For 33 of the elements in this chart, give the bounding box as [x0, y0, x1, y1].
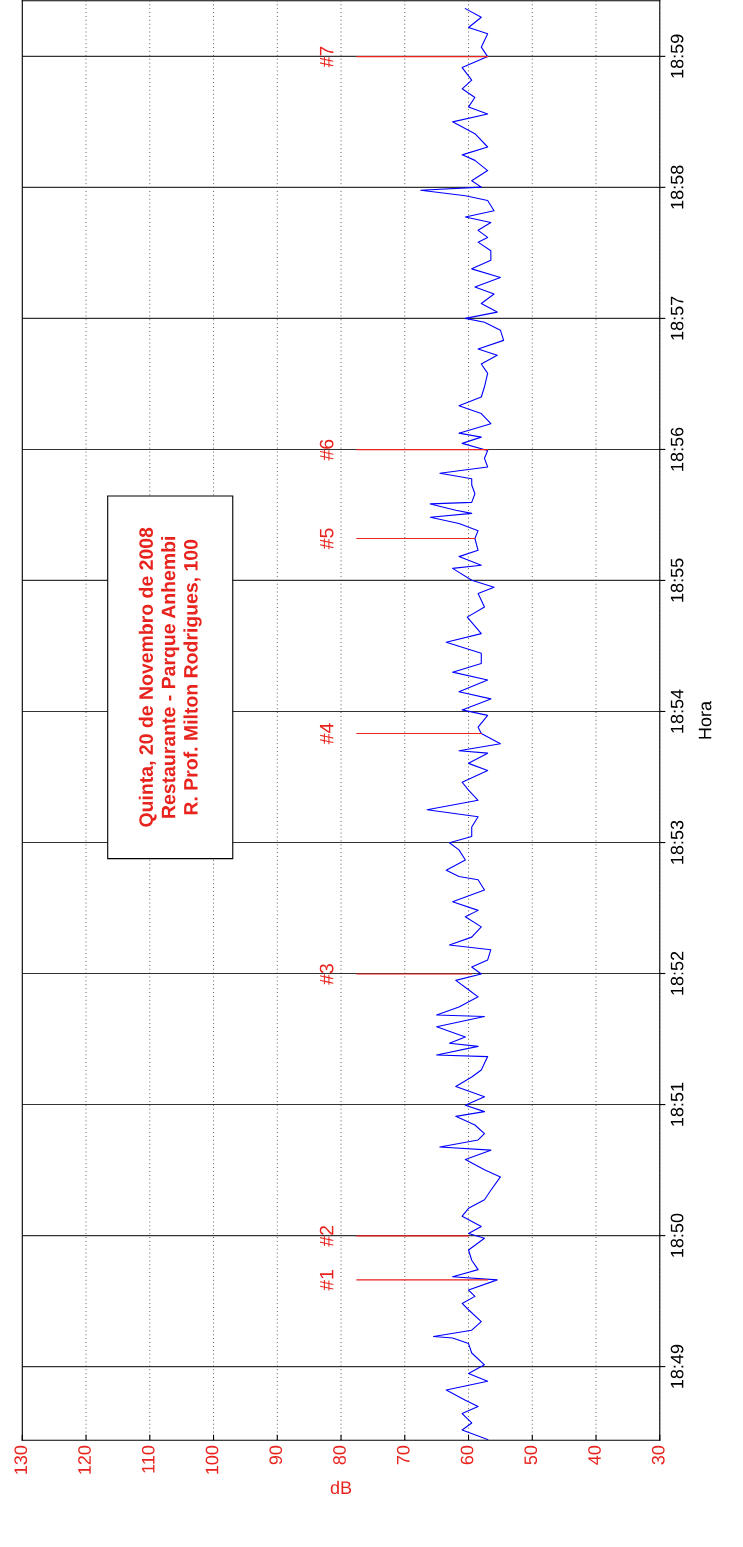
line-series [420, 8, 505, 1441]
y-tick-label: 18:59 [670, 34, 684, 78]
x-tick-label: 60 [460, 1445, 474, 1465]
x-tick-label: 90 [269, 1445, 283, 1465]
y-tick-label: 18:56 [670, 427, 684, 471]
y-axis-title: Hora [698, 700, 712, 739]
x-tick-label: 50 [524, 1445, 538, 1465]
x-tick-label: 120 [78, 1445, 91, 1474]
annotation: #5 [319, 528, 334, 550]
annotation: #1 [319, 1270, 334, 1291]
annotation: #7 [319, 46, 334, 68]
annotation: #4 [319, 723, 334, 745]
annotation: #2 [319, 1226, 334, 1247]
x-tick-label: 70 [396, 1445, 410, 1465]
y-tick-label: 18:50 [670, 1213, 684, 1257]
y-tick-label: 18:49 [670, 1344, 684, 1388]
x-tick-label: 30 [651, 1445, 665, 1465]
x-axis-title: dB [330, 1480, 352, 1495]
x-tick-label: 100 [205, 1445, 219, 1474]
annotation: #3 [319, 964, 334, 985]
x-tick-label: 80 [333, 1445, 346, 1465]
y-tick-label: 18:53 [670, 820, 684, 864]
y-tick-label: 18:51 [670, 1082, 684, 1126]
y-tick-label: 18:58 [670, 165, 684, 209]
annotation: #6 [319, 439, 334, 461]
y-tick-label: 18:57 [670, 296, 684, 340]
y-tick-label: 18:55 [670, 558, 684, 602]
x-tick-label: 40 [588, 1445, 601, 1465]
y-tick-label: 18:54 [670, 689, 684, 733]
x-tick-label: 110 [141, 1445, 155, 1473]
x-tick-label: 130 [14, 1445, 28, 1474]
y-tick-label: 18:52 [670, 951, 684, 995]
annotation: Quinta, 20 de Novembro de 2008 Restaurante - Parque Anhembi R. Prof. Milton Rodrigues, 100 [138, 527, 202, 827]
